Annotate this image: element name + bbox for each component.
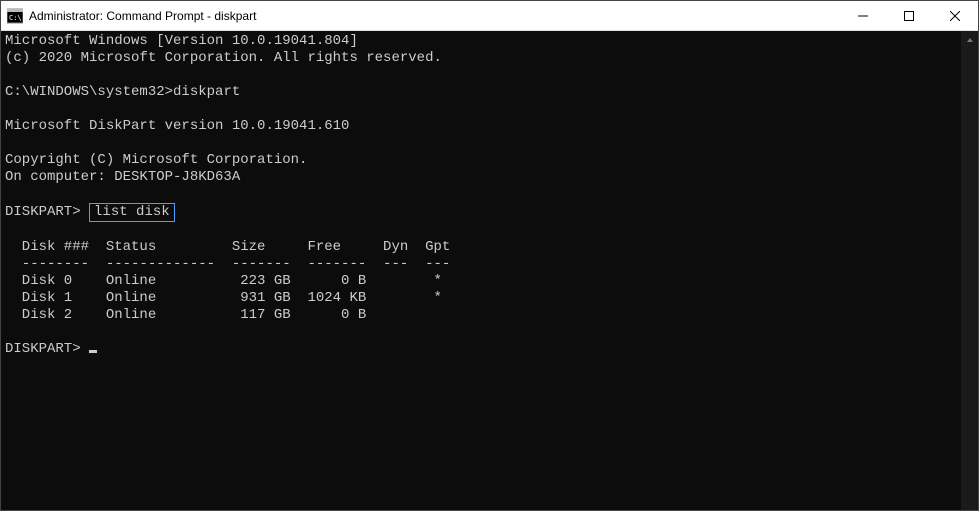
- terminal-wrap: Microsoft Windows [Version 10.0.19041.80…: [1, 31, 978, 510]
- highlighted-command: list disk: [89, 203, 175, 222]
- table-row: Disk 2 Online 117 GB 0 B: [5, 307, 366, 323]
- cmd-icon: C:\: [7, 8, 23, 24]
- close-button[interactable]: [932, 1, 978, 30]
- window-controls: [840, 1, 978, 30]
- prompt-command: diskpart: [173, 84, 240, 100]
- scroll-up-arrow-icon[interactable]: [961, 31, 978, 48]
- cursor: [89, 350, 97, 353]
- prompt-path: C:\WINDOWS\system32>: [5, 84, 173, 100]
- terminal[interactable]: Microsoft Windows [Version 10.0.19041.80…: [1, 31, 961, 510]
- window-title: Administrator: Command Prompt - diskpart: [29, 9, 840, 23]
- diskpart-prompt: DISKPART>: [5, 204, 81, 220]
- copyright-text: (c) 2020 Microsoft Corporation. All righ…: [5, 50, 442, 66]
- diskpart-copyright-text: Copyright (C) Microsoft Corporation.: [5, 152, 307, 168]
- command-prompt-window: C:\ Administrator: Command Prompt - disk…: [0, 0, 979, 511]
- final-prompt: DISKPART>: [5, 341, 89, 357]
- table-separator: -------- ------------- ------- ------- -…: [5, 256, 450, 272]
- table-row: Disk 1 Online 931 GB 1024 KB *: [5, 290, 442, 306]
- table-row: Disk 0 Online 223 GB 0 B *: [5, 273, 442, 289]
- maximize-button[interactable]: [886, 1, 932, 30]
- table-header: Disk ### Status Size Free Dyn Gpt: [5, 239, 450, 255]
- vertical-scrollbar[interactable]: [961, 31, 978, 510]
- titlebar[interactable]: C:\ Administrator: Command Prompt - disk…: [1, 1, 978, 31]
- on-computer-text: On computer: DESKTOP-J8KD63A: [5, 169, 240, 185]
- diskpart-version-text: Microsoft DiskPart version 10.0.19041.61…: [5, 118, 349, 134]
- minimize-button[interactable]: [840, 1, 886, 30]
- windows-version-text: Microsoft Windows [Version 10.0.19041.80…: [5, 33, 358, 49]
- svg-text:C:\: C:\: [9, 14, 22, 22]
